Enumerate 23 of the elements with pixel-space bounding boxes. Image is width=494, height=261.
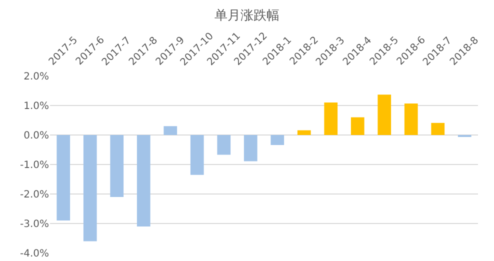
bar	[190, 135, 204, 175]
bar	[378, 94, 392, 135]
bar	[270, 135, 284, 146]
bar	[324, 102, 338, 135]
bar	[83, 135, 97, 242]
y-tick-label: 0.0%	[24, 130, 49, 142]
y-tick-label: -3.0%	[20, 219, 49, 230]
bar	[136, 135, 150, 226]
bar	[217, 135, 231, 155]
y-tick-label: 2.0%	[24, 72, 49, 82]
bar	[56, 135, 70, 221]
y-tick-label: -1.0%	[20, 160, 49, 171]
y-tick-label: 1.0%	[24, 101, 49, 112]
y-tick-label: -4.0%	[20, 248, 49, 260]
bar	[431, 122, 445, 135]
bar	[297, 130, 311, 135]
bar	[164, 126, 178, 135]
y-tick-label: -2.0%	[20, 190, 49, 200]
bar	[110, 135, 124, 197]
bar	[404, 103, 418, 135]
bar	[244, 135, 258, 162]
chart-title: 单月涨跌幅	[214, 8, 280, 24]
bar	[350, 117, 364, 135]
